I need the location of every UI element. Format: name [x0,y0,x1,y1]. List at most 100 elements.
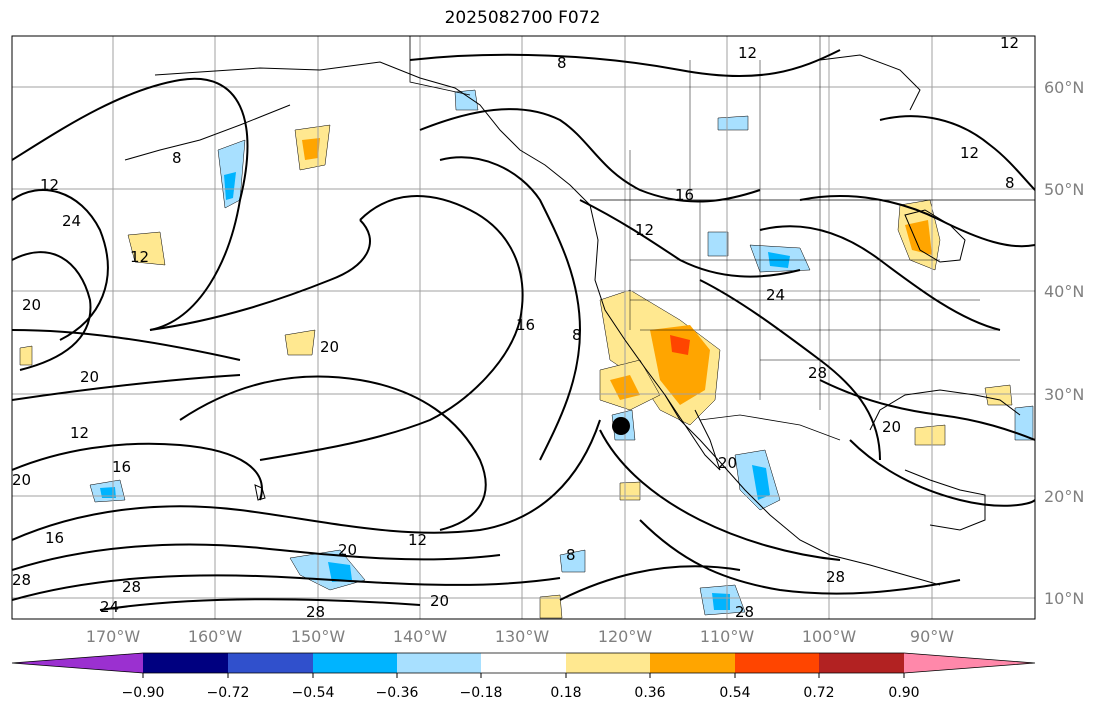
contour-label: 28 [735,603,754,621]
cool-anomaly-region [328,562,352,582]
aleutian-chain [124,104,291,161]
colorbar-segment [819,653,904,673]
warm-anomaly-region [905,220,932,255]
contour-line [639,519,961,595]
contour-label: 28 [122,578,141,596]
political-borders [629,36,1020,410]
contour-label-group: 12 8 12 8 12 24 12 20 20 20 12 16 20 16 … [12,34,1019,621]
contour-line [99,598,421,611]
lon-label: 160°W [188,627,243,646]
colorbar-segment [228,653,313,673]
colorbar: −0.90 −0.72 −0.54 −0.36 −0.18 0.18 0.36 … [11,652,1036,701]
lon-label: 100°W [802,627,857,646]
contour-line [799,195,1035,248]
lon-label: 140°W [393,627,448,646]
baja-peninsula [664,394,721,471]
contour-label: 12 [408,531,427,549]
lon-label: 90°W [910,627,954,646]
lat-label: 10°N [1044,589,1084,608]
contour-line [759,225,1001,331]
contour-label: 16 [516,316,535,334]
contour-label: 20 [338,541,357,559]
contour-label: 16 [45,529,64,547]
contour-line [12,77,249,331]
contour-line [12,419,601,541]
lat-label: 30°N [1044,385,1084,404]
alaska-coast [154,61,591,206]
contour-line [699,279,881,461]
map-title: 2025082700 F072 [444,8,601,28]
lat-label: 20°N [1044,487,1084,506]
cool-anomaly-region [100,487,116,498]
warm-anomaly-region [914,424,946,446]
cool-anomaly-region [717,115,749,131]
contour-label: 20 [80,368,99,386]
latitude-labels: 60°N 50°N 40°N 30°N 20°N 10°N [1044,78,1084,608]
contour-label: 8 [172,149,182,167]
contour-line [259,195,524,461]
contour-label: 12 [960,144,979,162]
contour-label: 12 [635,221,654,239]
warm-anomaly-region [284,329,316,356]
contour-label: 28 [826,568,845,586]
lon-label: 170°W [86,627,141,646]
gulf-coast [869,389,1021,431]
warm-anomaly-region [650,325,710,405]
contour-line [419,108,761,203]
lon-label: 110°W [700,627,755,646]
mexico-coast [719,461,941,586]
warm-anomaly-region [539,594,563,619]
colorbar-tick-label: −0.18 [460,685,503,701]
contour-line [879,115,1035,191]
contour-line [599,429,841,561]
lat-label: 60°N [1044,78,1084,97]
colorbar-segment [904,653,1035,673]
cool-anomaly-region [224,172,236,200]
hawaii [254,484,266,501]
contour-line [179,375,487,531]
station-marker [612,417,630,435]
warm-anomaly-region [127,231,166,266]
contour-label: 20 [882,418,901,436]
lon-label: 130°W [495,627,550,646]
cool-anomaly-region [712,593,730,610]
graticule [12,36,1035,619]
lon-label: 120°W [598,627,653,646]
west-coast [589,204,721,463]
contour-line [12,251,92,371]
contour-line [12,543,501,571]
great-lakes [904,209,966,263]
cool-anomaly-region [707,231,729,257]
lon-label: 150°W [291,627,346,646]
colorbar-tick-label: 0.18 [550,685,581,701]
contour-label: 28 [808,364,827,382]
contour-label: 8 [557,54,567,72]
contour-label: 16 [112,458,131,476]
colorbar-tick-label: −0.72 [207,685,250,701]
colorbar-segment [650,653,735,673]
colorbar-segment [735,653,819,673]
contour-line [819,379,1035,441]
height-contours [12,49,1035,611]
contour-label: 20 [718,454,737,472]
warm-anomaly-region [984,384,1013,406]
colorbar-segment [397,653,481,673]
colorbar-segment [566,653,650,673]
contour-line [409,49,841,78]
colorbar-segment [143,653,228,673]
contour-line [579,199,801,278]
contour-label: 20 [22,296,41,314]
colorbar-tick-label: −0.54 [292,685,335,701]
contour-line [12,374,241,401]
longitude-labels: 170°W 160°W 150°W 140°W 130°W 120°W 110°… [86,627,954,646]
contour-label: 28 [12,571,31,589]
us-mexico-border [699,414,841,441]
colorbar-tick-label: −0.90 [122,685,165,701]
contour-label: 20 [430,592,449,610]
colorbar-tick-label: 0.72 [803,685,834,701]
contour-label: 8 [572,326,582,344]
contour-label: 28 [306,603,325,621]
hudson-bay [819,54,921,111]
contour-line [12,442,263,501]
